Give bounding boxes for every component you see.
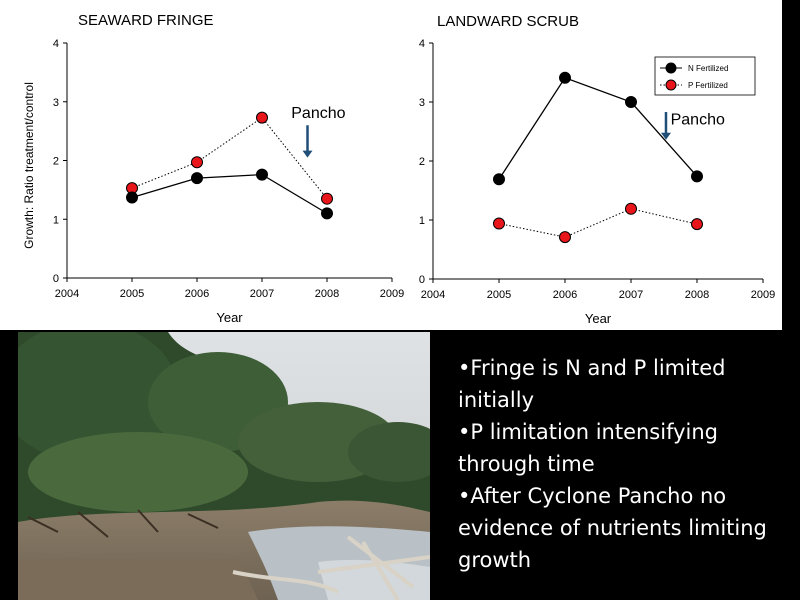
- summary-list: •Fringe is N and P limited initially •P …: [432, 332, 800, 576]
- data-point-N: [191, 172, 203, 185]
- data-point-P: [559, 231, 571, 244]
- series-line-P: [131, 116, 328, 200]
- data-point-N: [321, 207, 333, 220]
- y-tick-label: 1: [53, 214, 59, 226]
- annotation-label: Pancho: [291, 105, 345, 122]
- annotation-label: Pancho: [671, 111, 725, 128]
- series-line-P: [498, 208, 698, 238]
- x-axis-label: Year: [585, 311, 612, 326]
- y-tick-label: 0: [53, 273, 59, 285]
- legend-label: N Fertilized: [688, 64, 728, 73]
- data-point-P: [625, 202, 637, 215]
- x-axis-label: Year: [216, 310, 243, 325]
- data-point-N: [625, 96, 637, 108]
- data-point-N: [691, 170, 703, 183]
- data-point-N: [493, 173, 505, 186]
- y-tick-label: 1: [419, 215, 425, 227]
- x-tick-label: 2006: [185, 288, 209, 300]
- y-tick-label: 3: [53, 97, 59, 109]
- data-point-N: [559, 71, 571, 84]
- x-tick-label: 2007: [250, 288, 274, 300]
- data-point-P: [493, 217, 505, 230]
- bullet-item: •Fringe is N and P limited initially: [458, 356, 726, 412]
- data-point-N: [256, 168, 268, 181]
- annotation-arrow-head: [660, 132, 671, 140]
- x-tick-label: 2009: [380, 288, 404, 300]
- bullet-item: •After Cyclone Pancho no evidence of nut…: [458, 484, 767, 572]
- y-axis-label: Growth: Ratio treatment/control: [22, 82, 36, 249]
- x-tick-label: 2004: [55, 288, 79, 300]
- chart-panel: [0, 0, 782, 330]
- legend-label: P Fertilized: [688, 81, 728, 90]
- y-tick-label: 2: [419, 156, 425, 168]
- bullet-item: •P limitation intensifying through time: [458, 420, 718, 476]
- series-line-N: [498, 77, 698, 180]
- y-tick-label: 0: [419, 274, 425, 286]
- chart-0: SEAWARD FRINGE 0 1 2 3 4 2004 2005 2006 2007 2008 2…: [22, 12, 404, 325]
- summary-panel: •Fringe is N and P limited initially •P …: [432, 332, 800, 600]
- x-tick-label: 2007: [619, 289, 643, 301]
- data-point-P: [321, 192, 333, 205]
- x-tick-label: 2008: [685, 289, 709, 301]
- data-point-P: [691, 218, 703, 231]
- chart-title: SEAWARD FRINGE: [78, 12, 214, 29]
- charts-svg: SEAWARD FRINGE 0 1 2 3 4 2004 2005 2006 2007 2008 2…: [22, 12, 775, 326]
- x-tick-label: 2005: [120, 288, 144, 300]
- x-tick-label: 2004: [421, 289, 445, 301]
- legend-marker-P: [665, 79, 677, 91]
- y-tick-label: 3: [419, 97, 425, 109]
- y-tick-label: 4: [419, 38, 425, 50]
- mangrove-photo: [18, 332, 430, 600]
- x-tick-label: 2009: [751, 289, 775, 301]
- x-tick-label: 2008: [315, 288, 339, 300]
- data-point-N: [126, 191, 138, 204]
- chart-title: LANDWARD SCRUB: [437, 13, 579, 30]
- x-tick-label: 2006: [553, 289, 577, 301]
- series-line-N: [131, 173, 328, 214]
- x-tick-label: 2005: [487, 289, 511, 301]
- data-point-P: [191, 156, 203, 169]
- annotation-arrow-head: [302, 150, 313, 158]
- y-tick-label: 4: [53, 38, 59, 50]
- chart-1: LANDWARD SCRUB 0 1 2 3 4 2004 2005 2006 2007 2008 2…: [419, 13, 775, 326]
- data-point-P: [256, 111, 268, 124]
- legend-marker-N: [665, 62, 677, 74]
- y-tick-label: 2: [53, 156, 59, 168]
